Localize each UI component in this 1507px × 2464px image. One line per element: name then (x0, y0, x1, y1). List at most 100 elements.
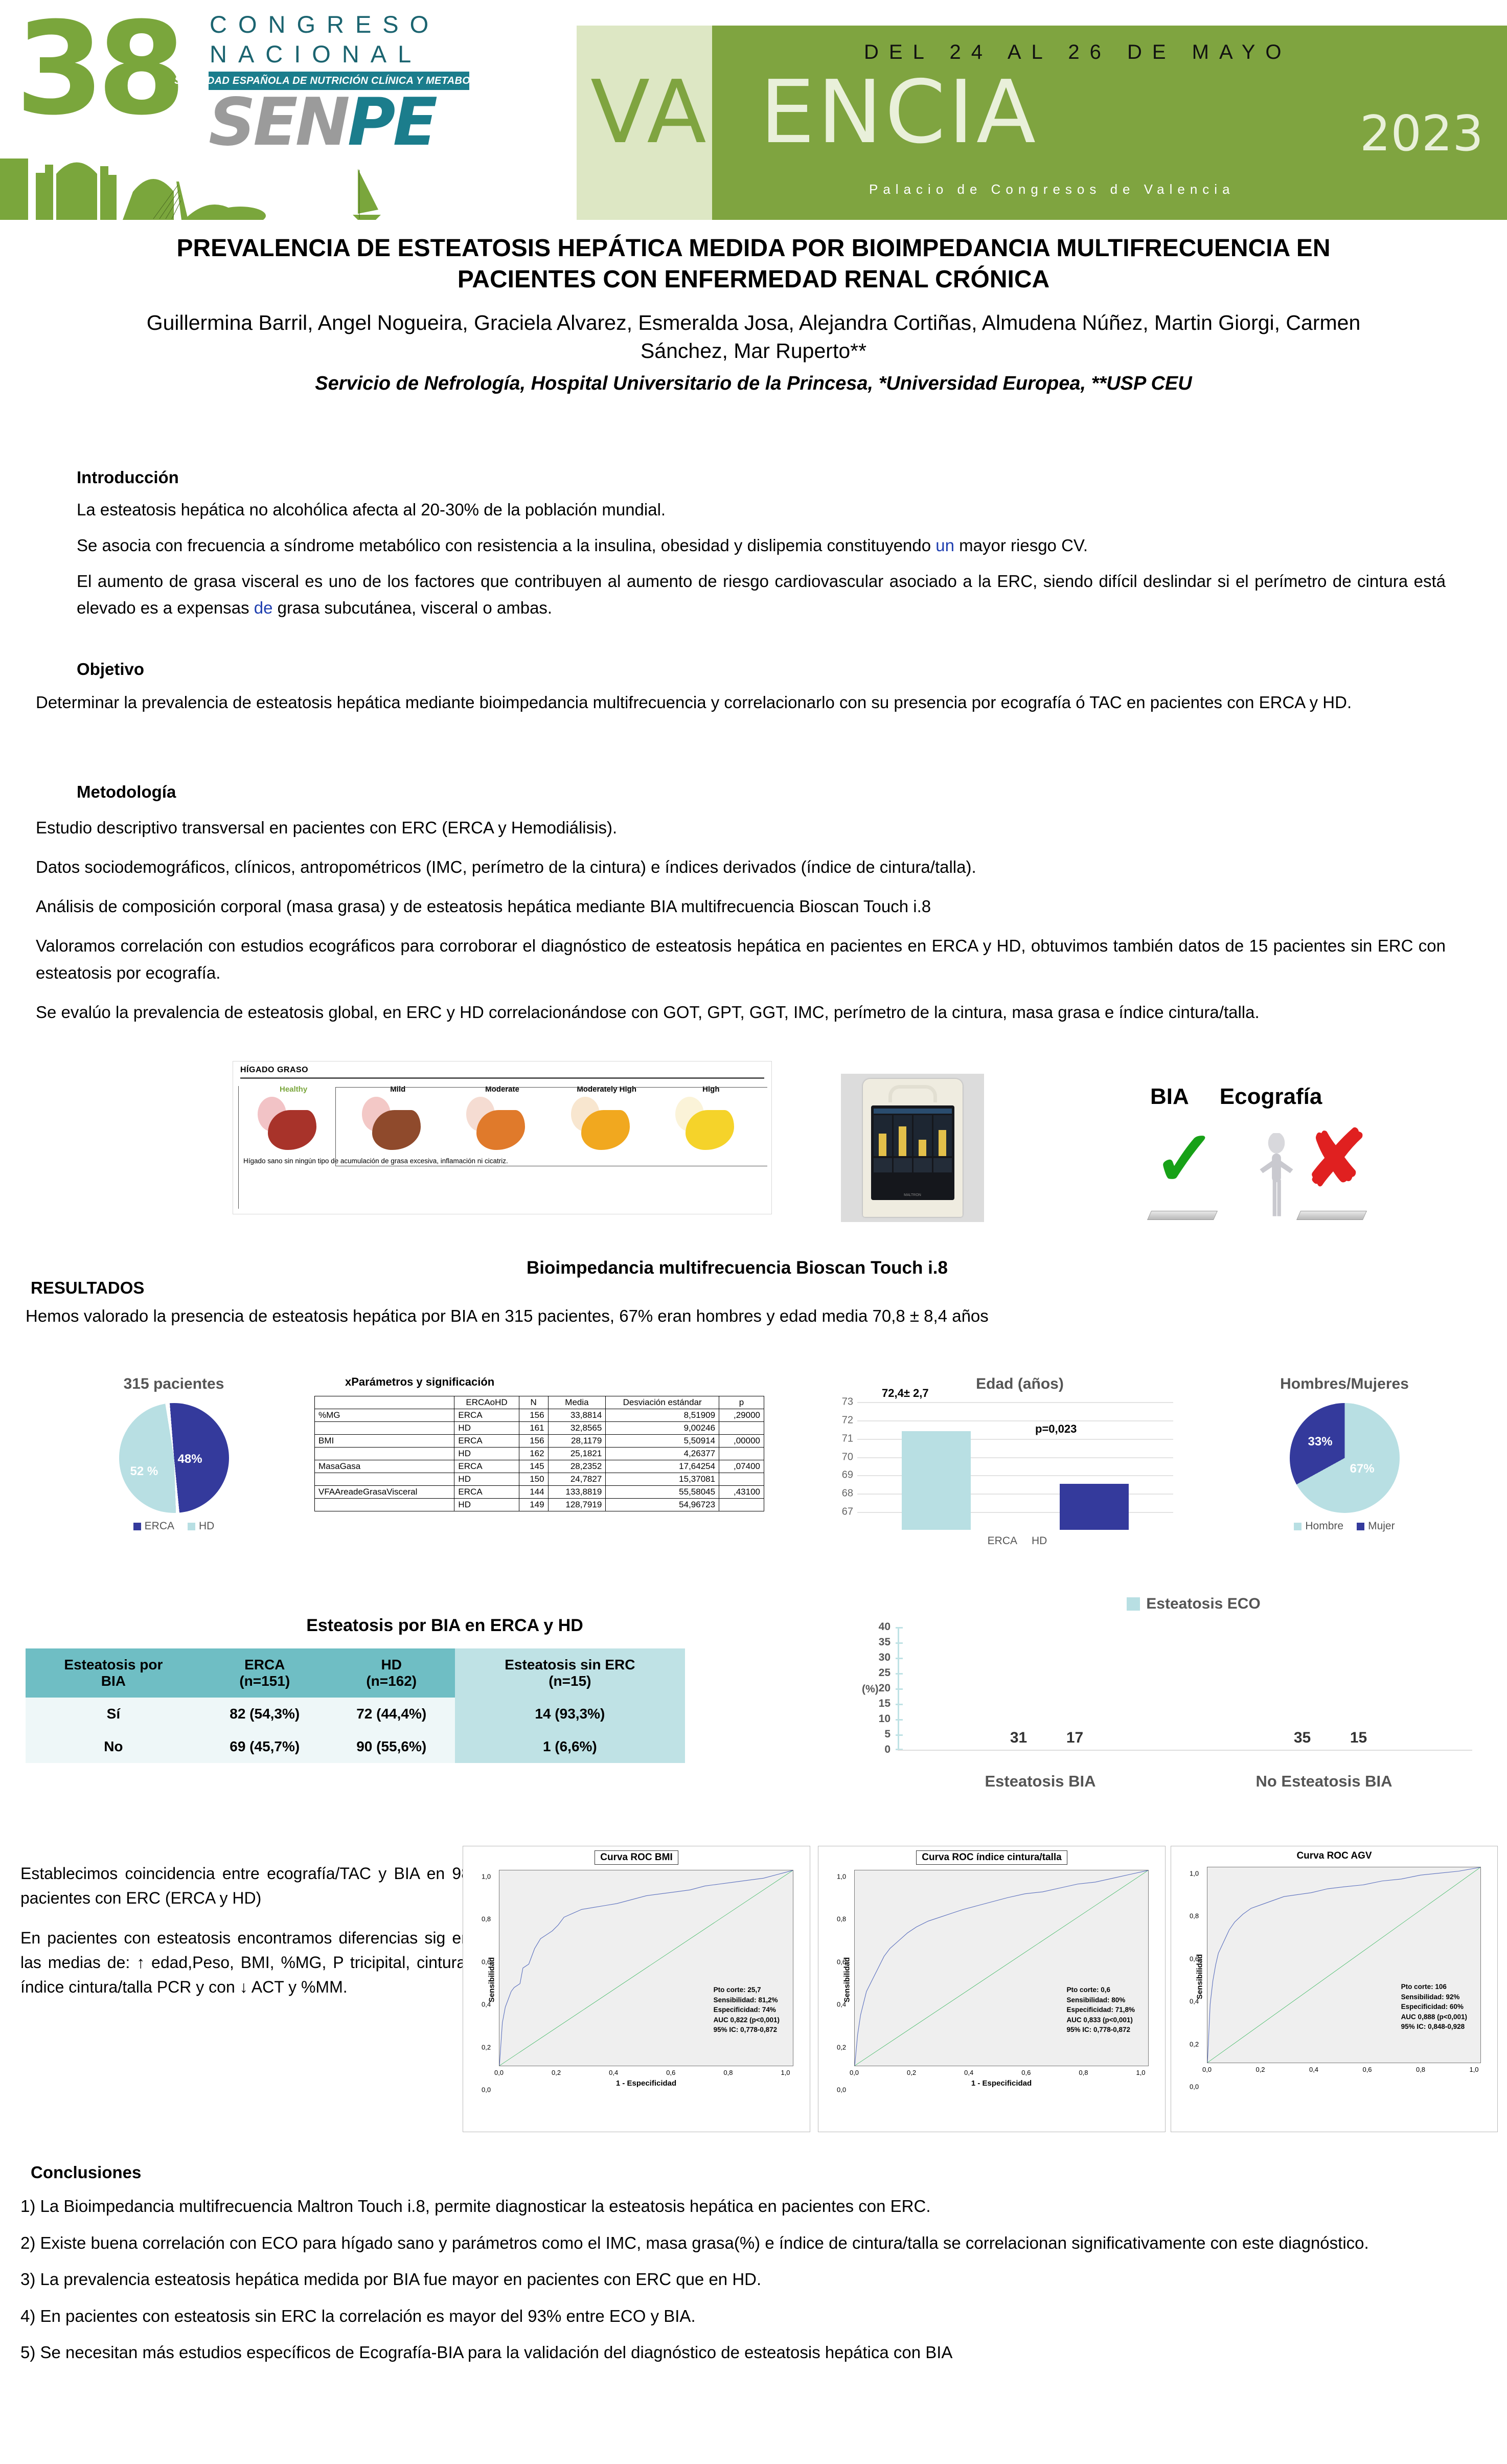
intro-p2-highlight: un (935, 536, 954, 555)
cell-row-label: No (26, 1730, 201, 1763)
device-handle (888, 1085, 937, 1102)
roc-y-tick: 0,0 (1190, 2083, 1199, 2091)
th-line1: HD (381, 1657, 402, 1672)
esteatosis-eco-plot: 40 35 30 25 20 15 10 5 0 (%) 31 17 35 15 (859, 1618, 1488, 1766)
roc-agv-plotwrap: Sensibilidad 0,0 0,2 0,4 0,6 0,8 1,0 Pto… (1190, 1867, 1488, 2091)
cell-media: 133,8819 (547, 1485, 606, 1499)
y-tick: 10 (878, 1713, 890, 1725)
conclusiones-heading: Conclusiones (31, 2163, 142, 2182)
y-tick: 70 (841, 1451, 853, 1462)
cell-n: 162 (518, 1447, 549, 1460)
conclusion-item: 5) Se necesitan más estudios específicos… (20, 2343, 953, 2362)
roc-stat-auc: AUC 0,833 (p<0,001) (1066, 2016, 1133, 2024)
roc-stat-ic: 95% IC: 0,848-0,928 (1401, 2023, 1465, 2031)
device-screen-cells (871, 1156, 954, 1172)
y-tick: 69 (841, 1469, 853, 1481)
roc-y-tick: 0,4 (837, 2000, 847, 2008)
roc-y-tick: 0,2 (837, 2043, 847, 2051)
th-sd: Desviación estándar (605, 1396, 720, 1409)
roc-agv-title: Curva ROC AGV (1296, 1850, 1372, 1861)
table-row: VFAAreadeGrasaVisceral ERCA 144 133,8819… (314, 1485, 764, 1499)
device-brand-label: MALTRON (904, 1193, 921, 1197)
roc-bmi-title-wrap: Curva ROC BMI (463, 1846, 810, 1865)
cell-param (314, 1498, 455, 1511)
roc-x-tick: 0,2 (552, 2069, 561, 2076)
resultados-summary: Hemos valorado la presencia de esteatosi… (26, 1306, 989, 1325)
device-screen-bargraphs (871, 1115, 954, 1156)
edad-y-axis: 73 72 71 70 69 68 67 (826, 1396, 856, 1518)
roc-y-tick: 1,0 (837, 1872, 847, 1881)
roc-x-tick: 0,6 (666, 2069, 676, 2076)
bar-value-label: 15 (1350, 1729, 1367, 1746)
device-body: MALTRON (862, 1079, 963, 1217)
platform-right (1296, 1211, 1367, 1220)
cell-param: %MG (314, 1409, 455, 1422)
y-tick: 35 (878, 1636, 890, 1648)
cell-sd: 55,58045 (605, 1485, 720, 1499)
roc-bmi-xlabel: 1 - Especificidad (615, 2079, 677, 2088)
liver-box-outer (238, 1086, 767, 1209)
cell-sd: 5,50914 (605, 1434, 720, 1448)
roc-x-tick: 0,4 (964, 2069, 974, 2076)
y-tick: 71 (841, 1433, 853, 1444)
cell-param: VFAAreadeGrasaVisceral (314, 1485, 455, 1499)
bar-value-label: 17 (1066, 1729, 1084, 1746)
liver-stage-label: Healthy (280, 1085, 308, 1094)
cell-group: ERCA (454, 1485, 519, 1499)
cell-group: ERCA (454, 1460, 519, 1473)
intro-paragraph-3: El aumento de grasa visceral es uno de l… (77, 568, 1446, 621)
liver-lobe-icon (476, 1110, 526, 1150)
cell-media: 28,2352 (547, 1460, 606, 1473)
roc-x-tick: 0,4 (1309, 2066, 1319, 2073)
th-erca: ERCA (n=151) (201, 1648, 328, 1698)
introduccion-heading: Introducción (77, 468, 179, 487)
cell-sd: 9,00246 (605, 1421, 720, 1435)
table-header-row: ERCAoHD N Media Desviación estándar p (314, 1396, 764, 1409)
cell-param (314, 1473, 455, 1486)
introduccion-body: La esteatosis hepática no alcohólica afe… (0, 496, 1507, 622)
sexo-pie-slice-label-mujer: 33% (1308, 1435, 1333, 1449)
table-row: HD 162 25,1821 4,26377 (314, 1447, 764, 1460)
roc-agv-stats: Pto corte: 106 Sensibilidad: 92% Especif… (1401, 1982, 1467, 2032)
roc-side-paragraph-2: En pacientes con esteatosis encontramos … (20, 1929, 470, 1996)
cell-media: 33,8814 (547, 1409, 606, 1422)
esteatosis-eco-y-axis-label: (%) (862, 1683, 879, 1695)
device-cell (893, 1158, 912, 1172)
legend-label-mujer: Mujer (1368, 1520, 1395, 1532)
roc-stat-ic: 95% IC: 0,778-0,872 (1066, 2026, 1131, 2034)
metodo-paragraph-2: Datos sociodemográficos, clínicos, antro… (36, 857, 976, 877)
cell-n: 145 (518, 1460, 549, 1473)
edad-chart-title: Edad (años) (976, 1375, 1064, 1392)
roc-y-tick: 0,0 (482, 2086, 491, 2094)
cell-media: 128,7919 (547, 1498, 606, 1511)
cell-erca: 82 (54,3%) (201, 1698, 328, 1730)
conclusion-item: 2) Existe buena correlación con ECO para… (20, 2233, 1369, 2252)
y-tick: 67 (841, 1506, 853, 1518)
intro-p3-a: El aumento de grasa visceral es uno de l… (77, 572, 1446, 618)
liver-stage-row: Healthy Mild Moderate Moderately High (233, 1085, 771, 1152)
roc-bmi-plotwrap: Sensibilidad 0,0 0,2 0,4 0,6 0,8 1,0 Pto… (482, 1870, 801, 2094)
bia-vs-ecografia-figure: BIA Ecografía ✓ ✘ (1140, 1084, 1406, 1220)
esteatosis-eco-baseline (898, 1750, 1472, 1751)
chart-roc-bmi: Curva ROC BMI Sensibilidad 0,0 0,2 0,4 0… (463, 1846, 810, 2132)
table-row: Sí 82 (54,3%) 72 (44,4%) 14 (93,3%) (26, 1698, 685, 1730)
roc-stat-auc: AUC 0,822 (p<0,001) (713, 2016, 780, 2024)
metodo-paragraph-1: Estudio descriptivo transversal en pacie… (36, 818, 618, 837)
edition-number: 38 (15, 0, 186, 143)
metodologia-heading: Metodología (77, 782, 176, 801)
table-header-row: Esteatosis por BIA ERCA (n=151) HD (n=162) … (26, 1648, 685, 1698)
y-tick: 0 (884, 1744, 890, 1755)
pacientes-pie-slice-label-hd: 48% (177, 1452, 202, 1466)
cell-p (719, 1473, 764, 1486)
roc-side-paragraph-1: Establecimos coincidencia entre ecografí… (20, 1864, 470, 1907)
cell-n: 144 (518, 1485, 549, 1499)
section-metodologia: Metodología Estudio descriptivo transver… (0, 782, 1507, 1026)
cell-sd: 54,96723 (605, 1498, 720, 1511)
cell-sd: 8,51909 (605, 1409, 720, 1422)
cell-group: HD (454, 1421, 519, 1435)
legend-label-erca: ERCA (144, 1520, 174, 1532)
roc-stat-auc: AUC 0,888 (p<0,001) (1401, 2013, 1467, 2021)
roc-stat-pto-corte: Pto corte: 106 (1401, 1983, 1447, 1991)
device-cell (873, 1158, 892, 1172)
th-n: N (518, 1396, 549, 1409)
